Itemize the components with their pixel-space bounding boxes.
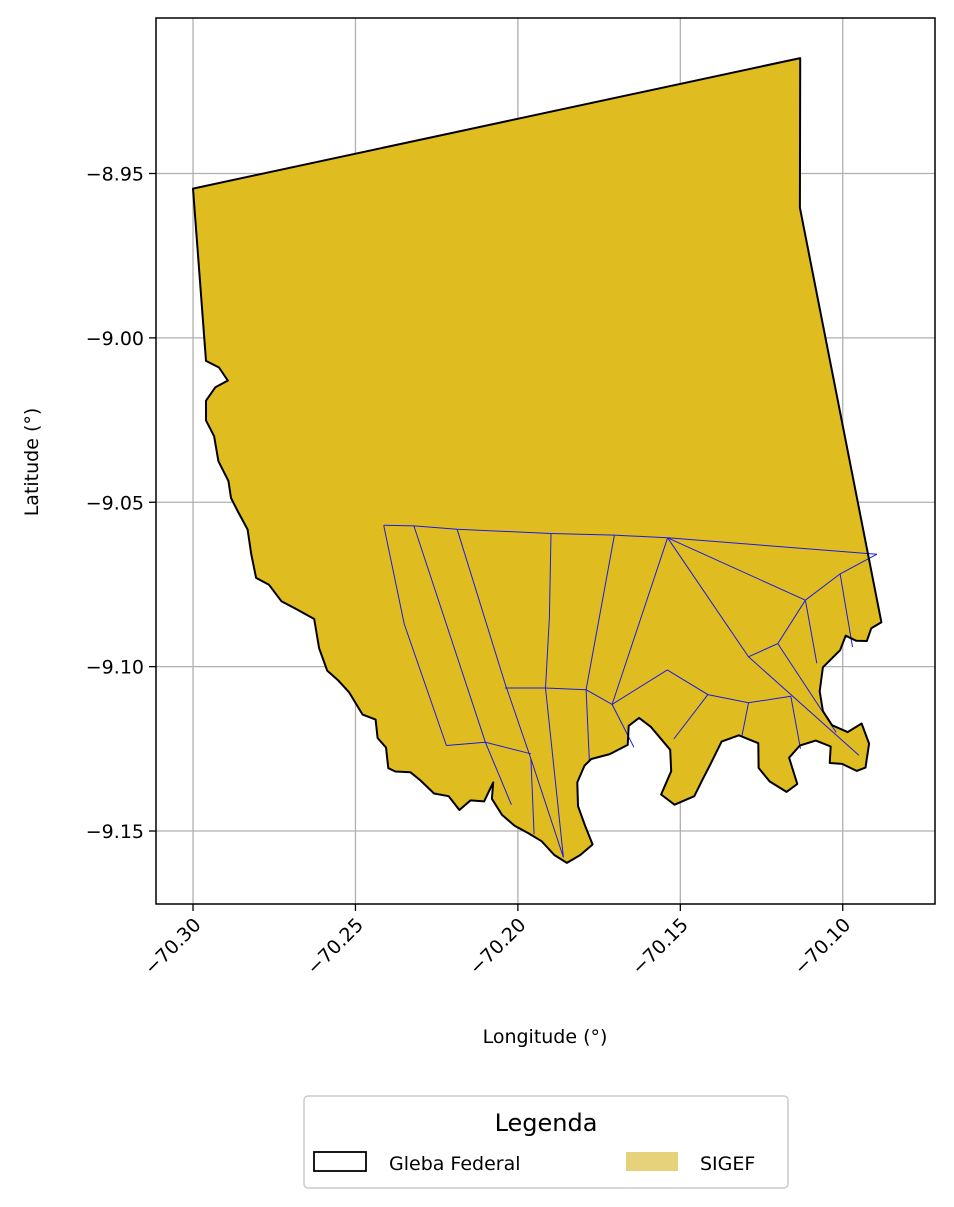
parcel-line-3: [456, 529, 535, 835]
parcel-line-15: [839, 573, 853, 647]
y-tick-label-4: −9.15: [86, 821, 144, 843]
legend-label-gleba: Gleba Federal: [389, 1153, 521, 1175]
x-tick-label-1: −70.25: [303, 914, 368, 979]
legend-title: Legenda: [495, 1109, 598, 1137]
parcel-line-20: [790, 696, 801, 749]
y-tick-label-3: −9.10: [86, 657, 144, 679]
x-tick-label-2: −70.20: [465, 914, 530, 979]
legend-label-sigef: SIGEF: [700, 1153, 755, 1175]
parcel-line-9: [446, 741, 532, 755]
axes-frame: [155, 17, 936, 905]
x-axis-ticks: −70.30 −70.25 −70.20 −70.15 −70.10: [140, 904, 855, 979]
parcel-line-13: [667, 537, 806, 658]
y-tick-label-2: −9.05: [86, 492, 144, 514]
y-tick-label-0: −8.95: [86, 164, 144, 186]
x-tick-label-3: −70.15: [628, 914, 693, 979]
x-tick-label-4: −70.10: [790, 914, 855, 979]
legend: Legenda Gleba Federal SIGEF: [303, 1095, 789, 1189]
sigef-parcel-lines: [383, 524, 878, 858]
x-axis-label: Longitude (°): [483, 1026, 608, 1048]
x-tick-label-0: −70.30: [140, 914, 205, 979]
parcel-line-19: [741, 702, 749, 736]
parcel-line-1: [383, 525, 447, 746]
y-axis-label: Latitude (°): [21, 408, 43, 517]
legend-swatch-gleba: [313, 1151, 367, 1172]
map-layer: [192, 57, 883, 864]
parcel-line-18: [673, 694, 709, 740]
parcel-line-16: [748, 656, 860, 756]
parcel-line-14: [804, 600, 818, 664]
parcel-line-4: [545, 533, 552, 689]
parcel-line-8: [585, 669, 791, 705]
parcel-line-10: [545, 687, 564, 858]
legend-swatch-sigef: [626, 1152, 678, 1171]
parcel-line-12: [667, 537, 878, 601]
y-axis-ticks: −8.95 −9.00 −9.05 −9.10 −9.15: [86, 164, 156, 843]
gleba-federal-boundary: [192, 57, 883, 864]
sigef-area: [193, 58, 882, 863]
parcel-line-11: [530, 758, 564, 858]
y-tick-label-1: −9.00: [86, 328, 144, 350]
